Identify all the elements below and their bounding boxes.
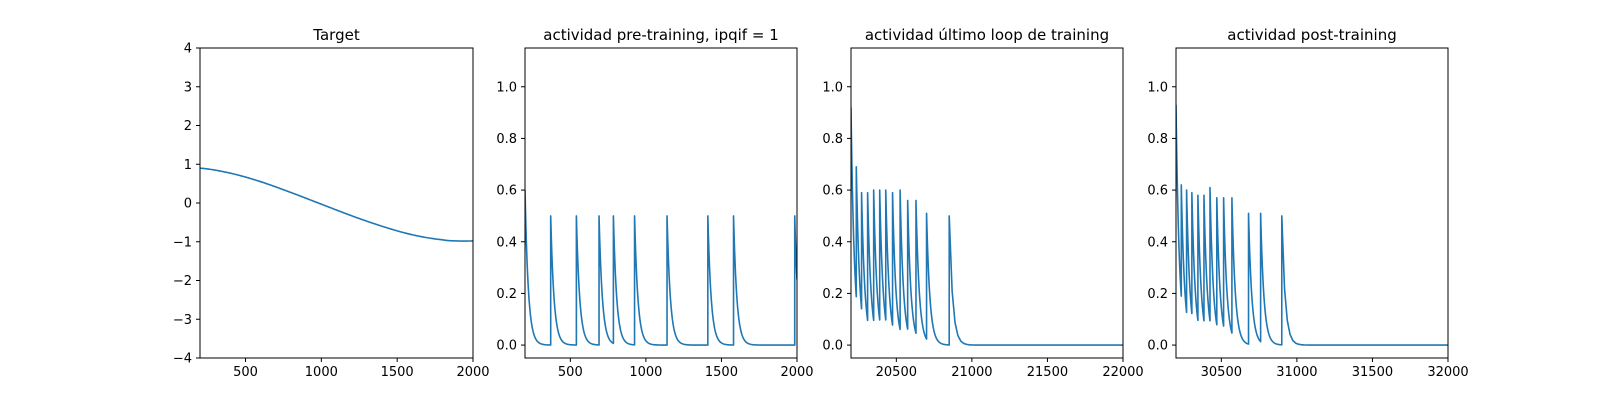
x-tick-label: 500: [233, 365, 258, 380]
series-line: [200, 167, 473, 242]
y-tick-label: 3: [184, 80, 192, 95]
y-tick-label: 0.0: [1147, 339, 1168, 354]
axes-frame: [850, 47, 1124, 359]
x-tick-label: 2000: [780, 365, 813, 380]
y-tick-label: 1.0: [822, 80, 843, 95]
y-tick-label: 0: [184, 197, 192, 212]
x-tick-label: 1000: [305, 365, 338, 380]
panel-pre-training: actividad pre-training, ipqif = 1 500 100…: [496, 26, 813, 380]
y-tick-label: 0.6: [496, 184, 517, 199]
chart-title: Target: [312, 26, 360, 44]
y-tick-label: 4: [184, 42, 192, 57]
panel-post-training: actividad post-training 30500 31000 31500 3…: [1147, 26, 1468, 380]
y-tick-label: −1: [173, 235, 192, 250]
chart-title: actividad pre-training, ipqif = 1: [543, 26, 779, 44]
y-tick-label: 0.0: [822, 339, 843, 354]
y-tick-label: 0.0: [496, 339, 517, 354]
series-line: [851, 107, 1123, 346]
series-line: [525, 190, 797, 346]
y-tick-label: 0.8: [496, 132, 517, 147]
y-tick-label: −2: [173, 274, 192, 289]
x-tick-label: 31000: [1276, 365, 1317, 380]
axes-frame: [1175, 47, 1449, 359]
x-tick-label: 30500: [1201, 365, 1242, 380]
y-tick-label: 1.0: [1147, 80, 1168, 95]
y-tick-label: 0.8: [1147, 132, 1168, 147]
panel-last-training-loop: actividad último loop de training 20500 2…: [822, 26, 1143, 380]
y-tick-label: 0.2: [822, 287, 843, 302]
x-tick-label: 20500: [876, 365, 917, 380]
x-tick-label: 1000: [629, 365, 662, 380]
y-tick-label: 0.4: [1147, 235, 1168, 250]
y-tick-label: 0.6: [1147, 184, 1168, 199]
y-tick-label: 0.2: [496, 287, 517, 302]
y-tick-label: 0.8: [822, 132, 843, 147]
y-tick-label: 1: [184, 158, 192, 173]
x-tick-label: 500: [558, 365, 583, 380]
y-tick-label: 2: [184, 119, 192, 134]
x-tick-label: 22000: [1102, 365, 1143, 380]
y-tick-label: 1.0: [496, 80, 517, 95]
chart-title: actividad último loop de training: [865, 26, 1109, 44]
y-tick-label: −3: [173, 313, 192, 328]
x-tick-label: 1500: [381, 365, 414, 380]
x-tick-label: 21500: [1027, 365, 1068, 380]
x-tick-label: 32000: [1427, 365, 1468, 380]
y-tick-label: 0.6: [822, 184, 843, 199]
series-line: [1176, 104, 1448, 346]
axes-frame: [524, 47, 798, 359]
y-tick-label: 0.2: [1147, 287, 1168, 302]
y-tick-label: 0.4: [822, 235, 843, 250]
x-tick-label: 2000: [456, 365, 489, 380]
y-tick-label: 0.4: [496, 235, 517, 250]
y-tick-label: −4: [173, 352, 192, 367]
x-tick-label: 1500: [705, 365, 738, 380]
x-tick-label: 31500: [1352, 365, 1393, 380]
chart-title: actividad post-training: [1227, 26, 1396, 44]
x-tick-label: 21000: [951, 365, 992, 380]
panel-target: Target 500 1000 1500 2000 −4 −3 −2 −1 0 1 2 3 4: [173, 26, 490, 380]
